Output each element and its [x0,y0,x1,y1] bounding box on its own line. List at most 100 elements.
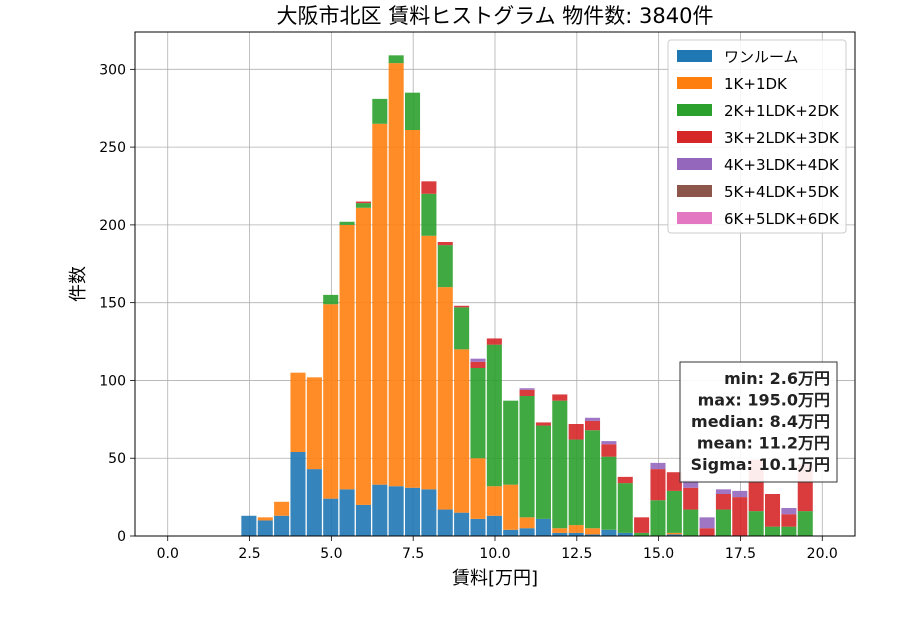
bar-segment [568,532,584,536]
bar-segment [486,344,502,487]
x-tick-label: 20.0 [807,546,838,562]
bar-segment [519,388,535,390]
bar-segment [355,207,371,505]
plot-frame [134,31,856,537]
bar-segment [552,532,568,536]
bar-segment [732,490,748,498]
bar-segment [486,338,502,345]
stats-box: min: 2.6万円 max: 195.0万円 median: 8.4万円 mean:… [679,361,838,483]
bar-segment [470,368,486,459]
bar-segment [568,525,584,533]
bar-segment [323,294,339,305]
stats-box-border [679,361,838,483]
bar-segment [421,181,437,194]
bar-segment [601,441,617,445]
x-axis-label: 賃料[万円] [452,568,538,589]
bar-segment [601,456,617,530]
legend-swatch [677,104,712,116]
legend-swatch [677,50,712,62]
y-tick-label: 50 [108,451,126,467]
bar-segment [437,287,453,510]
bar-segment [585,417,601,421]
bar-segment [634,517,650,533]
bars-group [241,55,813,536]
stats-line: max: 195.0万円 [698,391,830,410]
bar-segment [552,394,568,401]
bar-segment [699,517,715,529]
y-tick-label: 150 [99,296,126,312]
bar-segment [797,511,813,536]
bar-segment [715,494,731,510]
legend-label: 2K+1LDK+2DK [724,102,840,120]
x-tick-label: 5.0 [320,546,342,562]
x-tick-label: 0.0 [157,546,179,562]
bar-segment [241,515,257,536]
bar-segment [585,528,601,535]
legend-label: 6K+5LDK+6DK [724,210,840,228]
bar-segment [257,517,273,521]
bar-segment [323,304,339,499]
bar-segment [421,489,437,536]
bar-segment [503,484,519,530]
bar-segment [421,193,437,236]
bar-segment [535,422,551,426]
y-axis-label: 件数 [68,266,89,302]
bar-segment [715,509,731,536]
bar-segment [274,515,290,536]
bar-segment [421,235,437,490]
bar-segment [405,92,421,130]
bar-segment [290,452,306,536]
stats-line: median: 8.4万円 [691,412,830,431]
bar-segment [519,389,535,396]
x-tick-label: 12.5 [561,546,592,562]
legend: ワンルーム 1K+1DK 2K+1LDK+2DK 3K+2LDK+3DK 4K+3LDK… [667,39,847,234]
y-tick-label: 0 [117,529,126,545]
bar-segment [372,484,388,536]
stats-line: mean: 11.2万円 [697,434,830,453]
bar-segment [503,400,519,485]
x-tick-label: 17.5 [725,546,756,562]
x-tick-label: 7.5 [402,546,424,562]
bar-segment [568,424,584,440]
bar-segment [372,98,388,124]
x-tick-label: 15.0 [643,546,674,562]
axes: 0.0 2.5 5.0 7.5 10.0 12.5 15.0 17.5 20.0 0 50 100 15… [99,31,856,562]
bar-segment [552,528,568,533]
bar-segment [355,504,371,536]
bar-segment [585,420,601,431]
bar-segment [781,508,797,515]
bar-segment [666,532,682,535]
bar-segment [617,532,633,536]
bar-segment [388,63,404,487]
y-tick-label: 100 [99,373,126,389]
bar-segment [732,497,748,536]
bar-segment [666,534,682,536]
bar-segment [323,498,339,536]
bar-segment [306,469,322,536]
bar-segment [535,425,551,519]
bar-segment [437,245,453,288]
bar-segment [699,528,715,536]
bar-segment [372,123,388,485]
bar-segment [339,224,355,490]
legend-swatch [677,212,712,224]
bar-segment [634,532,650,536]
bar-segment [437,242,453,246]
bar-segment [666,490,682,533]
legend-swatch [677,77,712,89]
bar-segment [388,55,404,64]
bar-segment [519,396,535,518]
bar-segment [601,444,617,457]
bar-segment [339,221,355,225]
stats-line: min: 2.6万円 [724,369,830,388]
bar-segment [650,500,666,536]
bar-segment [339,489,355,536]
bar-segment [650,462,666,470]
bar-segment [781,514,797,527]
bar-segment [666,472,682,491]
bar-segment [683,487,699,510]
bar-segment [765,526,781,536]
legend-swatch [677,185,712,197]
bar-segment [683,480,699,488]
bar-segment [765,494,781,527]
